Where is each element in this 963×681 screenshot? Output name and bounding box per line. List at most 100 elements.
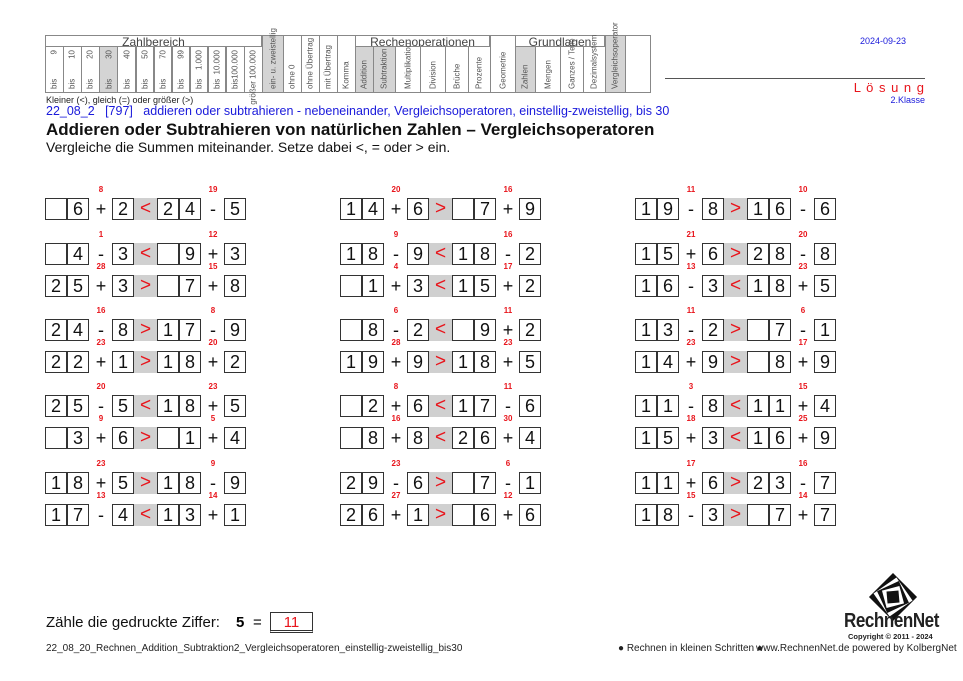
comparison-answer: <	[134, 504, 157, 526]
comparison-answer: <	[429, 395, 452, 417]
left-sum-hint: 3	[688, 382, 694, 391]
right-addend-box: 1	[519, 472, 541, 494]
right-ones-box: 8	[474, 351, 496, 373]
right-sum-hint: 14	[208, 491, 218, 500]
right-sum-hint: 16	[503, 185, 513, 194]
right-addend-box: 5	[814, 275, 836, 297]
right-operator: +	[502, 505, 514, 525]
category-column: Komma	[337, 35, 356, 93]
right-ones-box: 8	[179, 472, 201, 494]
category-label: Komma	[341, 61, 351, 89]
left-tens-box: 1	[340, 243, 362, 265]
comparison-answer: <	[134, 395, 157, 417]
right-operator: -	[210, 473, 216, 493]
left-tens-box: 1	[635, 427, 657, 449]
comparison-answer: <	[429, 243, 452, 265]
left-tens-box: 1	[45, 504, 67, 526]
category-label: Division	[428, 60, 438, 89]
count-answer-field[interactable]: 11	[270, 612, 313, 633]
left-addend-box: 1	[407, 504, 429, 526]
left-tens-box: 2	[45, 275, 67, 297]
right-ones-box: 6	[474, 504, 496, 526]
left-tens-box	[45, 427, 67, 449]
instruction: Vergleiche die Summen miteinander. Setze…	[46, 139, 451, 155]
right-operator: +	[502, 199, 514, 219]
right-ones-box: 8	[769, 351, 791, 373]
right-operator: +	[207, 396, 219, 416]
comparison-answer: <	[429, 319, 452, 341]
left-ones-box: 8	[657, 504, 679, 526]
right-addend-box: 2	[224, 351, 246, 373]
range-column: 10 bis	[63, 46, 82, 93]
left-operator: -	[393, 320, 399, 340]
category-column: Addition	[355, 46, 374, 93]
left-tens-box: 1	[340, 198, 362, 220]
left-operator: +	[390, 276, 402, 296]
left-sum-hint: 23	[96, 338, 106, 347]
right-addend-box: 9	[814, 427, 836, 449]
site-link[interactable]: www.RechnenNet.de powered by KolbergNet	[756, 643, 957, 654]
right-tens-box: 1	[452, 275, 474, 297]
left-sum-hint: 4	[393, 262, 399, 271]
left-tens-box	[340, 395, 362, 417]
left-sum-hint: 9	[393, 230, 399, 239]
slogan: ● Rechnen in kleinen Schritten ●	[618, 643, 763, 654]
right-operator: +	[207, 352, 219, 372]
right-ones-box: 3	[179, 504, 201, 526]
right-sum-hint: 23	[208, 382, 218, 391]
category-column: ein- u. zweistellig	[262, 28, 284, 93]
right-sum-hint: 25	[798, 414, 808, 423]
left-tens-box: 1	[635, 198, 657, 220]
left-tens-box: 1	[635, 275, 657, 297]
right-ones-box: 7	[769, 504, 791, 526]
left-addend-box: 6	[407, 472, 429, 494]
left-addend-box: 5	[112, 472, 134, 494]
left-addend-box: 6	[112, 427, 134, 449]
left-ones-box: 2	[67, 351, 89, 373]
group-zahlbereich: Zahlbereich	[45, 35, 262, 48]
right-addend-box: 1	[224, 504, 246, 526]
comparison-answer: <	[134, 198, 157, 220]
left-operator: +	[390, 396, 402, 416]
right-addend-box: 4	[519, 427, 541, 449]
right-tens-box	[452, 472, 474, 494]
right-addend-box: 9	[224, 472, 246, 494]
left-addend-box: 4	[112, 504, 134, 526]
category-column: Dezimalsystem	[583, 35, 606, 93]
left-operator: +	[390, 428, 402, 448]
category-label: Zahlen	[520, 64, 530, 89]
right-operator: +	[797, 396, 809, 416]
category-label: Prozente	[474, 56, 484, 89]
left-sum-hint: 13	[686, 262, 696, 271]
right-addend-box: 7	[814, 472, 836, 494]
right-operator: -	[800, 473, 806, 493]
right-sum-hint: 23	[503, 338, 513, 347]
right-sum-hint: 12	[208, 230, 218, 239]
left-operator: -	[688, 396, 694, 416]
range-column: 10.000 bis	[207, 46, 227, 93]
right-sum-hint: 17	[798, 338, 808, 347]
left-ones-box: 9	[362, 351, 384, 373]
right-ones-box: 6	[474, 427, 496, 449]
left-operator: +	[390, 199, 402, 219]
right-tens-box: 2	[747, 243, 769, 265]
right-sum-hint: 11	[503, 306, 513, 315]
right-ones-box: 1	[769, 395, 791, 417]
comparison-answer: >	[134, 427, 157, 449]
range-bis-label: bis	[176, 78, 186, 89]
left-operator: +	[95, 473, 107, 493]
range-bis-label: bis	[67, 78, 77, 89]
comparison-answer: <	[724, 427, 747, 449]
left-ones-box: 6	[67, 198, 89, 220]
right-tens-box: 1	[157, 472, 179, 494]
left-sum-hint: 16	[96, 306, 106, 315]
right-ones-box: 7	[769, 319, 791, 341]
right-addend-box: 2	[519, 243, 541, 265]
left-operator: -	[688, 320, 694, 340]
comparison-answer: >	[134, 351, 157, 373]
range-column: 9 bis	[45, 46, 64, 93]
right-operator: -	[210, 320, 216, 340]
left-sum-hint: 15	[686, 491, 696, 500]
left-ones-box: 5	[657, 243, 679, 265]
